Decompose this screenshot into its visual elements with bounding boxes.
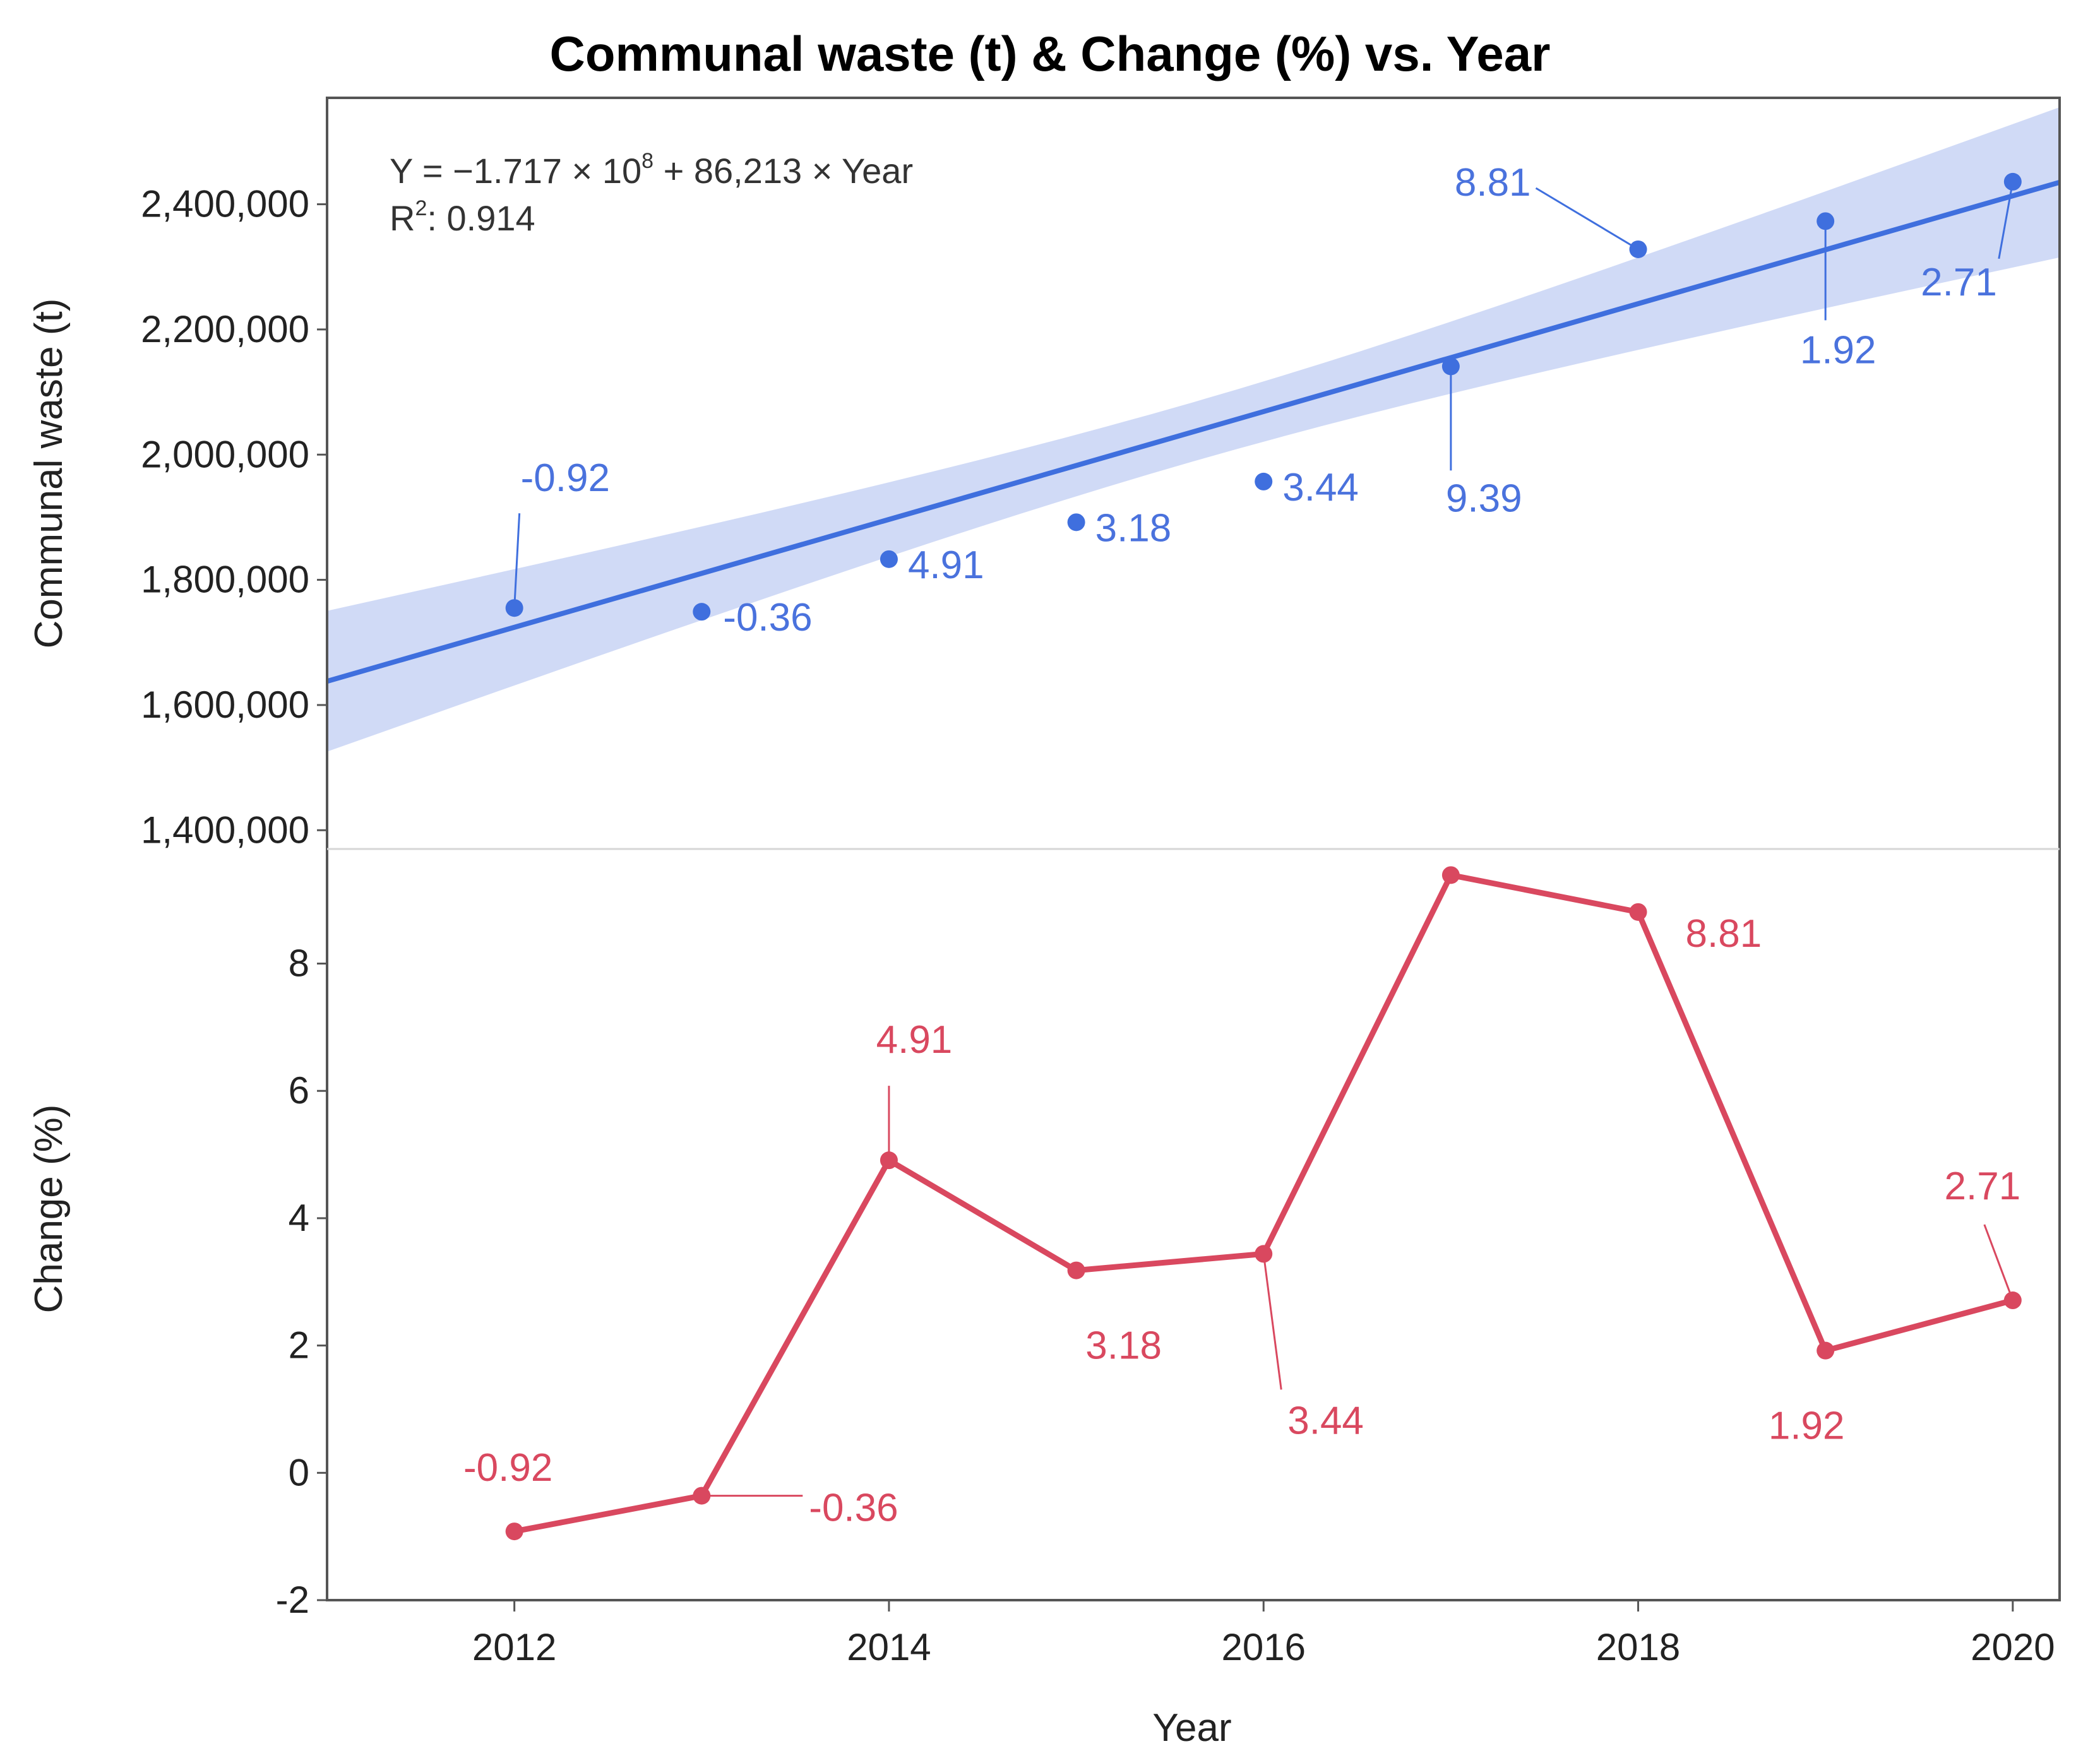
plot-frame [326, 97, 2061, 1601]
waste-point-label: 4.91 [908, 543, 984, 587]
waste-point-label: 2.71 [1921, 261, 1997, 304]
waste-point [1255, 472, 1273, 490]
change-point-label: -0.36 [809, 1487, 898, 1530]
change-point-label: 4.91 [876, 1018, 953, 1062]
change-point-label: 2.71 [1945, 1165, 2021, 1208]
change-point-label: 1.92 [1769, 1404, 1845, 1448]
leader-line-bottom [1983, 1224, 2014, 1301]
waste-panel: 1,400,000 1,600,000 1,800,000 2,000,000 2,20… [141, 107, 2060, 851]
waste-point-label: 3.18 [1095, 506, 1172, 550]
y-tick-label-top: 2,400,000 [141, 183, 309, 225]
waste-point [505, 599, 523, 617]
regression-r-squared: R2: 0.914 [390, 196, 535, 238]
regression-equation: Y = −1.717 × 108 + 86,213 × Year [390, 149, 913, 191]
change-point [1255, 1245, 1273, 1263]
leader-line-top [1998, 181, 2014, 259]
leader-line-top [513, 513, 521, 608]
leader-line-top [1535, 187, 1639, 251]
y-tick-label-bottom: 6 [289, 1069, 309, 1112]
x-axis: 2012 2014 2016 2018 2020 [472, 1600, 2055, 1668]
y-tick-label-bottom: 8 [289, 942, 309, 985]
waste-point-label: 3.44 [1282, 466, 1359, 509]
change-point [880, 1151, 898, 1170]
y-tick-label-bottom: -2 [276, 1579, 309, 1621]
waste-point [1067, 513, 1085, 531]
waste-point [1441, 357, 1460, 376]
change-point [1441, 866, 1460, 884]
change-point [1817, 1341, 1835, 1360]
waste-point-label: 8.81 [1455, 161, 1531, 205]
y-tick-label-top: 1,600,000 [141, 684, 309, 726]
y-axis-title-bottom: Change (%) [27, 1105, 71, 1314]
r-squared-exponent: 2 [415, 196, 427, 220]
r-squared-value: : 0.914 [427, 198, 535, 238]
change-point-label: -0.92 [463, 1446, 552, 1490]
change-point-label: 8.81 [1686, 912, 1762, 956]
waste-point [693, 603, 711, 621]
y-tick-label-bottom: 0 [289, 1451, 309, 1493]
change-point-label: 3.44 [1287, 1399, 1364, 1442]
leader-line-bottom [1262, 1254, 1282, 1390]
waste-point-label: 9.39 [1446, 477, 1522, 520]
waste-point-label: 1.92 [1800, 328, 1876, 372]
waste-point [1629, 240, 1647, 258]
change-panel: -2 0 2 4 6 8 -0.92 -0.36 4.91 3.18 3.44 8.81 1.92 2.7… [276, 866, 2022, 1621]
regression-line [327, 180, 2060, 684]
regression-equation-exponent: 8 [641, 149, 653, 173]
y-tick-label-bottom: 2 [289, 1324, 309, 1367]
change-point [2003, 1291, 2022, 1310]
y-tick-label-top: 1,400,000 [141, 809, 309, 851]
x-tick-label: 2012 [472, 1626, 556, 1668]
x-axis-title: Year [1152, 1706, 1231, 1750]
waste-point-label: -0.36 [723, 596, 812, 639]
y-tick-label-top: 2,000,000 [141, 433, 309, 475]
waste-point-label: -0.92 [521, 456, 610, 500]
chart-title: Communal waste (t) & Change (%) vs. Year [550, 26, 1551, 81]
x-tick-label: 2018 [1596, 1626, 1680, 1668]
regression-equation-rhs: + 86,213 × Year [653, 151, 913, 191]
x-tick-label: 2014 [847, 1626, 931, 1668]
change-point [1067, 1261, 1085, 1279]
regression-equation-lhs: Y = −1.717 × 10 [390, 151, 641, 191]
x-tick-label: 2016 [1222, 1626, 1306, 1668]
y-tick-label-top: 1,800,000 [141, 559, 309, 601]
change-point [505, 1523, 523, 1541]
r-squared-label: R [390, 198, 415, 238]
waste-plot-area [327, 107, 2060, 752]
change-point [693, 1487, 711, 1505]
waste-point [1817, 212, 1835, 230]
change-point [1629, 903, 1647, 921]
x-tick-label: 2020 [1971, 1626, 2055, 1668]
waste-point [2003, 172, 2022, 191]
y-axis-title-top: Communal waste (t) [27, 299, 71, 649]
change-point-label: 3.18 [1085, 1324, 1162, 1368]
waste-point [880, 550, 898, 568]
y-tick-label-top: 2,200,000 [141, 308, 309, 350]
y-tick-label-bottom: 4 [289, 1197, 309, 1239]
